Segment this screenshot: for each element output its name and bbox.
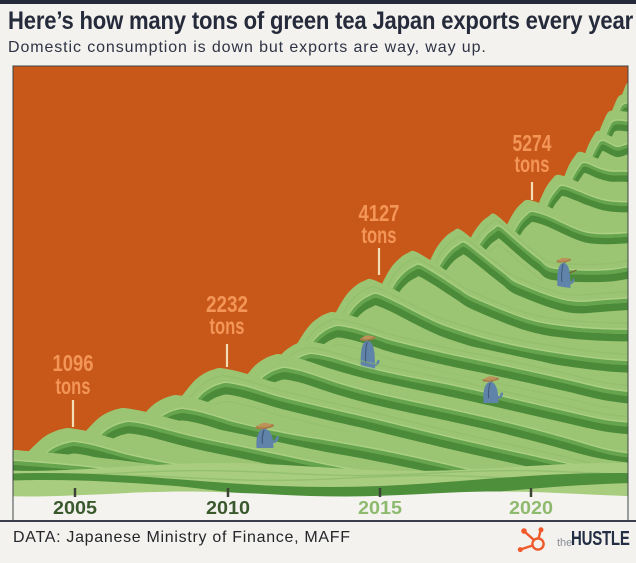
svg-text:2015: 2015 <box>358 498 402 518</box>
svg-text:2232: 2232 <box>206 291 248 317</box>
svg-text:4127: 4127 <box>359 200 400 226</box>
svg-text:tons: tons <box>515 151 550 177</box>
svg-text:tons: tons <box>56 373 91 399</box>
svg-text:2020: 2020 <box>509 498 553 518</box>
svg-text:tons: tons <box>210 313 245 339</box>
svg-text:2010: 2010 <box>206 498 250 518</box>
svg-text:5274: 5274 <box>513 130 552 156</box>
svg-text:1096: 1096 <box>53 350 94 376</box>
svg-text:tons: tons <box>362 222 397 248</box>
svg-text:2005: 2005 <box>53 498 97 518</box>
